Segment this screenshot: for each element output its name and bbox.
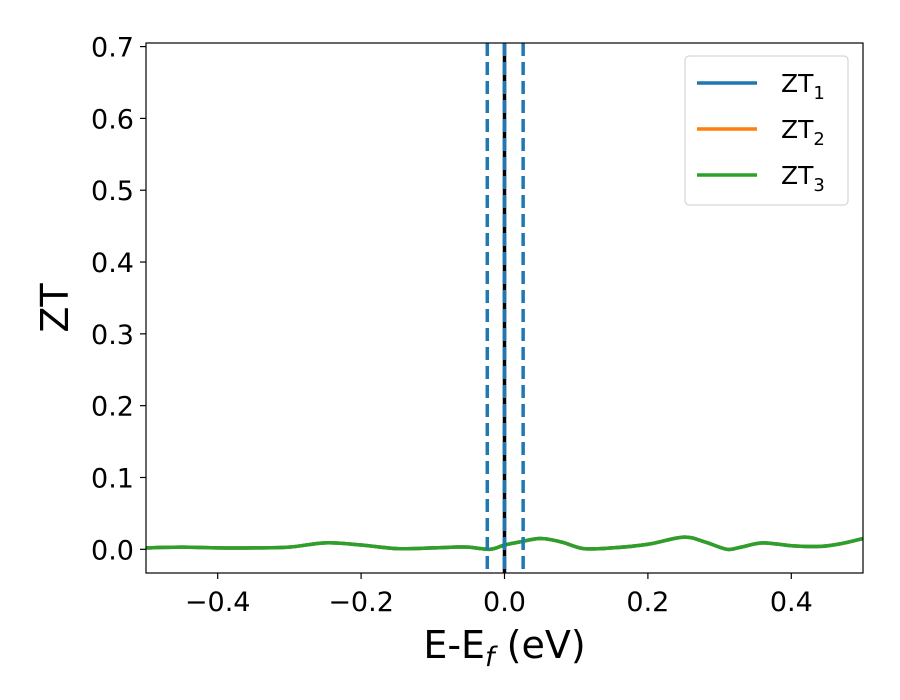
legend-label-main: ZT: [781, 161, 814, 190]
legend-label-main: ZT: [781, 69, 814, 98]
legend-label-main: ZT: [781, 115, 814, 144]
y-tick-label: 0.0: [91, 535, 134, 566]
x-axis: −0.4 −0.2 0.0 0.2 0.4: [185, 573, 813, 618]
x-tick-label: −0.4: [185, 587, 251, 618]
x-tick-label: 0.4: [770, 587, 813, 618]
y-tick-label: 0.2: [91, 392, 134, 423]
legend-label: ZT1: [781, 69, 825, 104]
y-tick-label: 0.1: [91, 463, 134, 494]
y-axis-label: ZT: [33, 283, 77, 333]
y-tick-label: 0.3: [91, 320, 134, 351]
y-tick-label: 0.6: [91, 104, 134, 135]
y-tick-label: 0.4: [91, 248, 134, 279]
reference-lines: [485, 43, 525, 573]
legend-label-subscript: 2: [813, 129, 824, 150]
y-axis: 0.0 0.1 0.2 0.3 0.4 0.5 0.6 0.7: [91, 33, 146, 566]
x-axis-label-main: E-E: [423, 623, 485, 667]
x-axis-label: E-Ef (eV): [423, 623, 585, 673]
legend-label: ZT2: [781, 115, 825, 150]
legend-box: [684, 55, 849, 206]
x-axis-label-unit: (eV): [495, 623, 586, 667]
series-lines: [145, 535, 864, 552]
legend-label: ZT3: [781, 161, 825, 196]
x-tick-label: 0.2: [626, 587, 669, 618]
y-tick-label: 0.7: [91, 33, 134, 64]
x-tick-label: −0.2: [328, 587, 394, 618]
legend-label-subscript: 1: [813, 83, 824, 104]
legend-label-subscript: 3: [813, 175, 824, 196]
series-line-zt3: [145, 535, 864, 552]
y-tick-label: 0.5: [91, 176, 134, 207]
x-tick-label: 0.0: [483, 587, 526, 618]
